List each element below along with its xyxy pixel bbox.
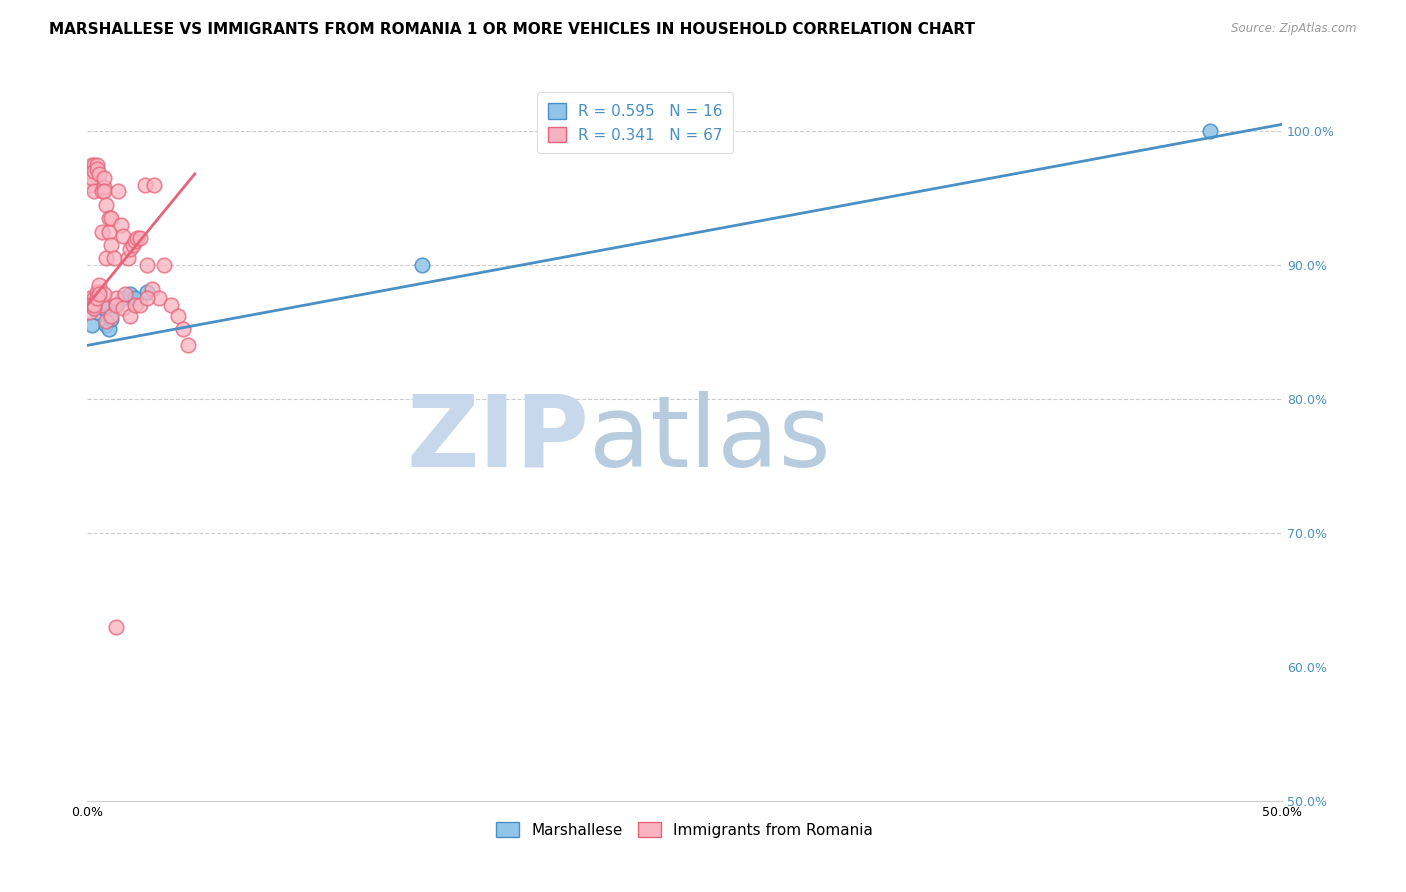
Point	[176, 338, 198, 352]
Point	[79, 305, 101, 319]
Point	[93, 301, 115, 315]
Text: MARSHALLESE VS IMMIGRANTS FROM ROMANIA 1 OR MORE VEHICLES IN HOUSEHOLD CORRELATI: MARSHALLESE VS IMMIGRANTS FROM ROMANIA 1…	[49, 22, 976, 37]
Point	[93, 287, 115, 301]
Point	[114, 287, 136, 301]
Point	[89, 167, 111, 181]
Point	[97, 322, 120, 336]
Point	[143, 178, 166, 192]
Point	[136, 258, 159, 272]
Point	[90, 295, 112, 310]
Point	[89, 285, 111, 299]
Point	[172, 322, 194, 336]
Point	[104, 620, 127, 634]
Point	[86, 161, 108, 176]
Point	[90, 184, 112, 198]
Point	[124, 298, 146, 312]
Point	[103, 252, 125, 266]
Point	[86, 292, 108, 306]
Point	[134, 178, 156, 192]
Text: ZIP: ZIP	[406, 391, 589, 488]
Point	[100, 211, 122, 226]
Point	[89, 298, 111, 312]
Point	[90, 225, 112, 239]
Point	[80, 157, 103, 171]
Point	[141, 282, 163, 296]
Point	[100, 238, 122, 252]
Point	[128, 231, 150, 245]
Point	[104, 292, 127, 306]
Point	[97, 211, 120, 226]
Point	[120, 242, 142, 256]
Point	[79, 292, 101, 306]
Point	[136, 292, 159, 306]
Point	[1199, 124, 1222, 138]
Point	[124, 234, 146, 248]
Text: atlas: atlas	[589, 391, 831, 488]
Point	[86, 285, 108, 299]
Point	[124, 292, 146, 306]
Point	[83, 298, 105, 312]
Point	[96, 318, 118, 333]
Point	[100, 309, 122, 323]
Point	[79, 298, 101, 312]
Point	[83, 292, 105, 306]
Point	[160, 298, 183, 312]
Point	[93, 170, 115, 185]
Point	[127, 231, 149, 245]
Point	[152, 258, 174, 272]
Point	[80, 298, 103, 312]
Point	[83, 164, 105, 178]
Point	[83, 301, 105, 315]
Point	[100, 311, 122, 326]
Point	[83, 184, 105, 198]
Text: Source: ZipAtlas.com: Source: ZipAtlas.com	[1232, 22, 1357, 36]
Point	[110, 218, 132, 232]
Point	[80, 170, 103, 185]
Legend: Marshallese, Immigrants from Romania: Marshallese, Immigrants from Romania	[491, 815, 879, 844]
Point	[104, 298, 127, 312]
Point	[148, 292, 170, 306]
Point	[104, 298, 127, 312]
Point	[107, 184, 129, 198]
Point	[96, 197, 118, 211]
Point	[117, 252, 139, 266]
Point	[112, 292, 135, 306]
Point	[80, 298, 103, 312]
Point	[96, 314, 118, 328]
Point	[97, 225, 120, 239]
Point	[86, 305, 108, 319]
Point	[86, 157, 108, 171]
Point	[120, 287, 142, 301]
Point	[93, 184, 115, 198]
Point	[121, 238, 143, 252]
Point	[411, 258, 433, 272]
Point	[120, 309, 142, 323]
Point	[90, 298, 112, 312]
Point	[79, 178, 101, 192]
Point	[112, 228, 135, 243]
Point	[79, 164, 101, 178]
Point	[128, 298, 150, 312]
Point	[93, 180, 115, 194]
Point	[112, 301, 135, 315]
Point	[83, 157, 105, 171]
Point	[167, 309, 190, 323]
Point	[83, 298, 105, 312]
Point	[80, 318, 103, 333]
Point	[136, 285, 159, 299]
Point	[89, 287, 111, 301]
Point	[96, 252, 118, 266]
Point	[89, 278, 111, 293]
